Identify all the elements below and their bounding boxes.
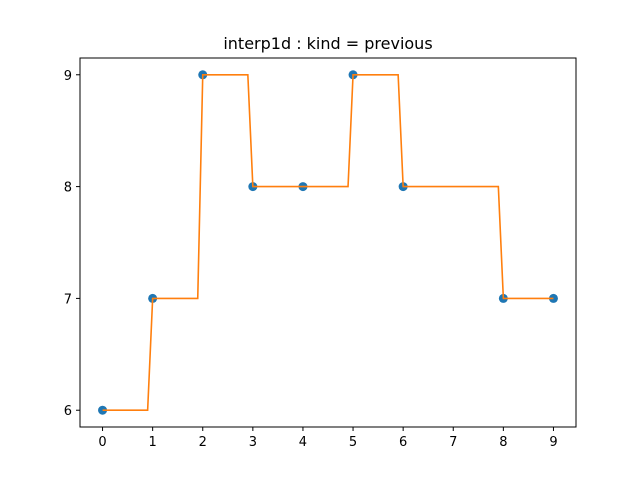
axes-frame: [79, 57, 577, 428]
chart-title: interp1d : kind = previous: [223, 34, 432, 53]
x-tick-label: 3: [249, 435, 257, 450]
y-tick-label: 7: [64, 292, 72, 307]
data-point: [98, 405, 108, 415]
x-tick-label: 0: [98, 435, 106, 450]
series-line: [102, 73, 554, 412]
data-point: [548, 293, 558, 303]
plot-area: 0 1 2 3 4 5 6 7 8 9 6 7 8 9: [64, 57, 577, 450]
x-tick-label: 1: [149, 435, 157, 450]
x-tick-label: 7: [449, 435, 457, 450]
x-tick-label: 5: [349, 435, 357, 450]
x-tick-label: 8: [499, 435, 507, 450]
x-tick-label: 4: [299, 435, 307, 450]
y-tick-label: 8: [64, 181, 72, 196]
y-tick-label: 6: [64, 404, 72, 419]
x-tick-label: 6: [399, 435, 407, 450]
y-tick-label: 9: [64, 69, 72, 84]
x-tick-label: 2: [199, 435, 207, 450]
x-tick-label: 9: [549, 435, 557, 450]
